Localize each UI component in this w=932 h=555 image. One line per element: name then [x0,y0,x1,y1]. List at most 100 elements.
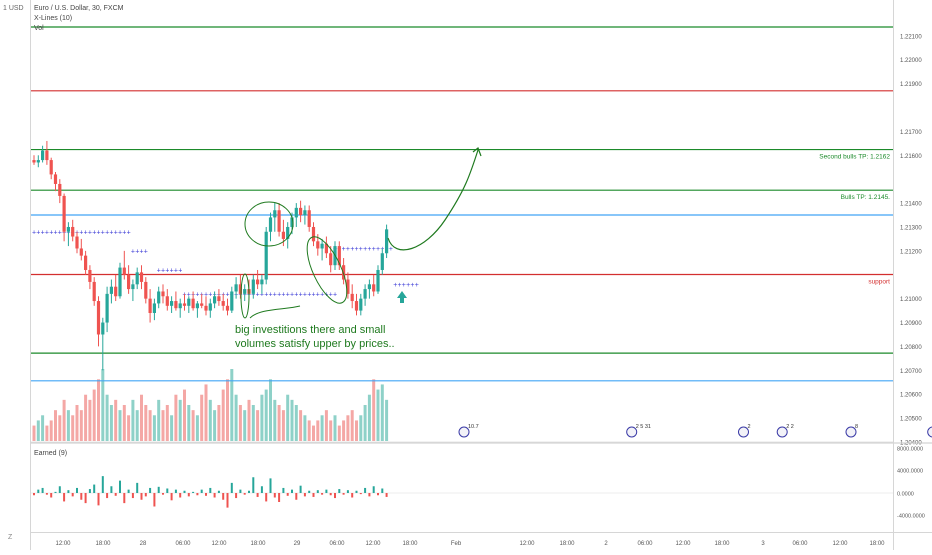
volume-bar [230,369,234,441]
earned-bar [230,482,233,493]
indicator-vol[interactable]: Vol [34,25,44,32]
candle-body [79,248,83,256]
x-line-marker: + [372,246,376,253]
earned-legend[interactable]: Earned (9) [34,450,68,457]
volume-bar [385,399,389,441]
projection-arrowhead [472,147,482,157]
time-axis[interactable] [30,532,932,551]
candle-body [251,279,255,294]
x-line-marker: + [101,229,105,236]
candle-body [225,305,230,311]
volume-bar [286,394,290,441]
candle-body [243,289,247,294]
candle-body [200,303,204,306]
earned-bar [157,486,160,493]
x-line-marker: + [290,291,294,298]
x-tick-label: 12:00 [211,541,227,547]
volume-bar [303,415,307,441]
symbol-title[interactable]: Euro / U.S. Dollar, 30, FXCM [34,5,124,12]
candle-body [264,231,268,280]
candle-body [277,210,281,232]
earned-bar [252,477,255,493]
x-line-marker: + [410,282,414,289]
earnings-marker [776,426,788,438]
x-line-marker: + [157,267,161,274]
earned-bar [183,490,186,493]
volume-bar [324,410,328,441]
volume-bar [178,399,182,441]
candle-body [303,210,307,216]
volume-bar [299,410,303,441]
volume-bar [49,420,53,441]
x-tick-label: 28 [140,541,147,547]
volume-bar [260,394,264,441]
volume-bar [342,420,346,441]
earned-bar [123,493,126,504]
candle-body [208,303,212,311]
earned-bar [50,493,53,498]
x-line-marker: + [406,282,410,289]
volume-bar [109,405,113,441]
volume-bar [105,394,109,441]
earnings-marker-label: 2 [748,424,751,430]
candle-body [311,226,316,242]
volume-bar [101,369,105,441]
x-line-marker: + [303,291,307,298]
volume-bar [135,410,139,441]
x-line-marker: + [170,267,174,274]
candle-body [187,298,191,306]
volume-bar [127,415,131,441]
x-tick-label: 12:00 [675,541,691,547]
earned-bar [342,493,345,495]
candle-body [204,305,208,311]
volume-bar [32,425,36,441]
x-tick-label: 18:00 [250,541,266,547]
volume-bar [290,399,294,441]
x-line-marker: + [415,282,419,289]
earned-bar [299,485,302,493]
earned-bar [355,490,358,493]
x-line-marker: + [58,229,62,236]
volume-bar [221,389,225,441]
volume-bar [36,420,40,441]
volume-bar [355,420,358,441]
candle-body [45,150,49,161]
x-line-marker: + [92,229,96,236]
x-line-marker: + [294,291,298,298]
y-tick-label: 1.21700 [900,130,922,136]
earned-tick-label: 0.0000 [897,492,914,498]
volume-bar [195,415,199,441]
candle-body [36,160,40,163]
earned-bar [76,487,78,493]
candle-body [178,303,182,309]
candle-body [350,293,354,302]
price-axis[interactable] [893,0,932,550]
candle-body [75,236,79,249]
indicator-xlines[interactable]: X-Lines (10) [34,15,73,22]
volume-bar [165,405,169,441]
x-tick-label: 06:00 [637,541,653,547]
x-tick-label: 18:00 [402,541,418,547]
volume-bar [367,394,371,441]
earned-bar [282,487,285,493]
zoom-button[interactable]: Z [8,534,13,541]
candle-body [32,160,36,163]
earned-bar [140,493,143,500]
candle-body [380,253,384,270]
earned-bar [33,493,35,496]
volume-bar [251,405,255,441]
candle-body [92,281,96,302]
volume-bar [217,405,221,441]
y-tick-label: 1.21900 [900,82,922,88]
x-line-marker: + [131,248,135,255]
earned-bar [67,490,70,493]
earnings-marker-label: 10.7 [468,424,479,430]
earned-bar [226,493,229,508]
volume-bar [88,399,92,441]
candle-body [53,174,58,184]
x-line-marker: + [269,291,273,298]
volume-bar [273,399,277,441]
volume-bar [148,410,152,441]
x-line-marker: + [367,246,371,253]
